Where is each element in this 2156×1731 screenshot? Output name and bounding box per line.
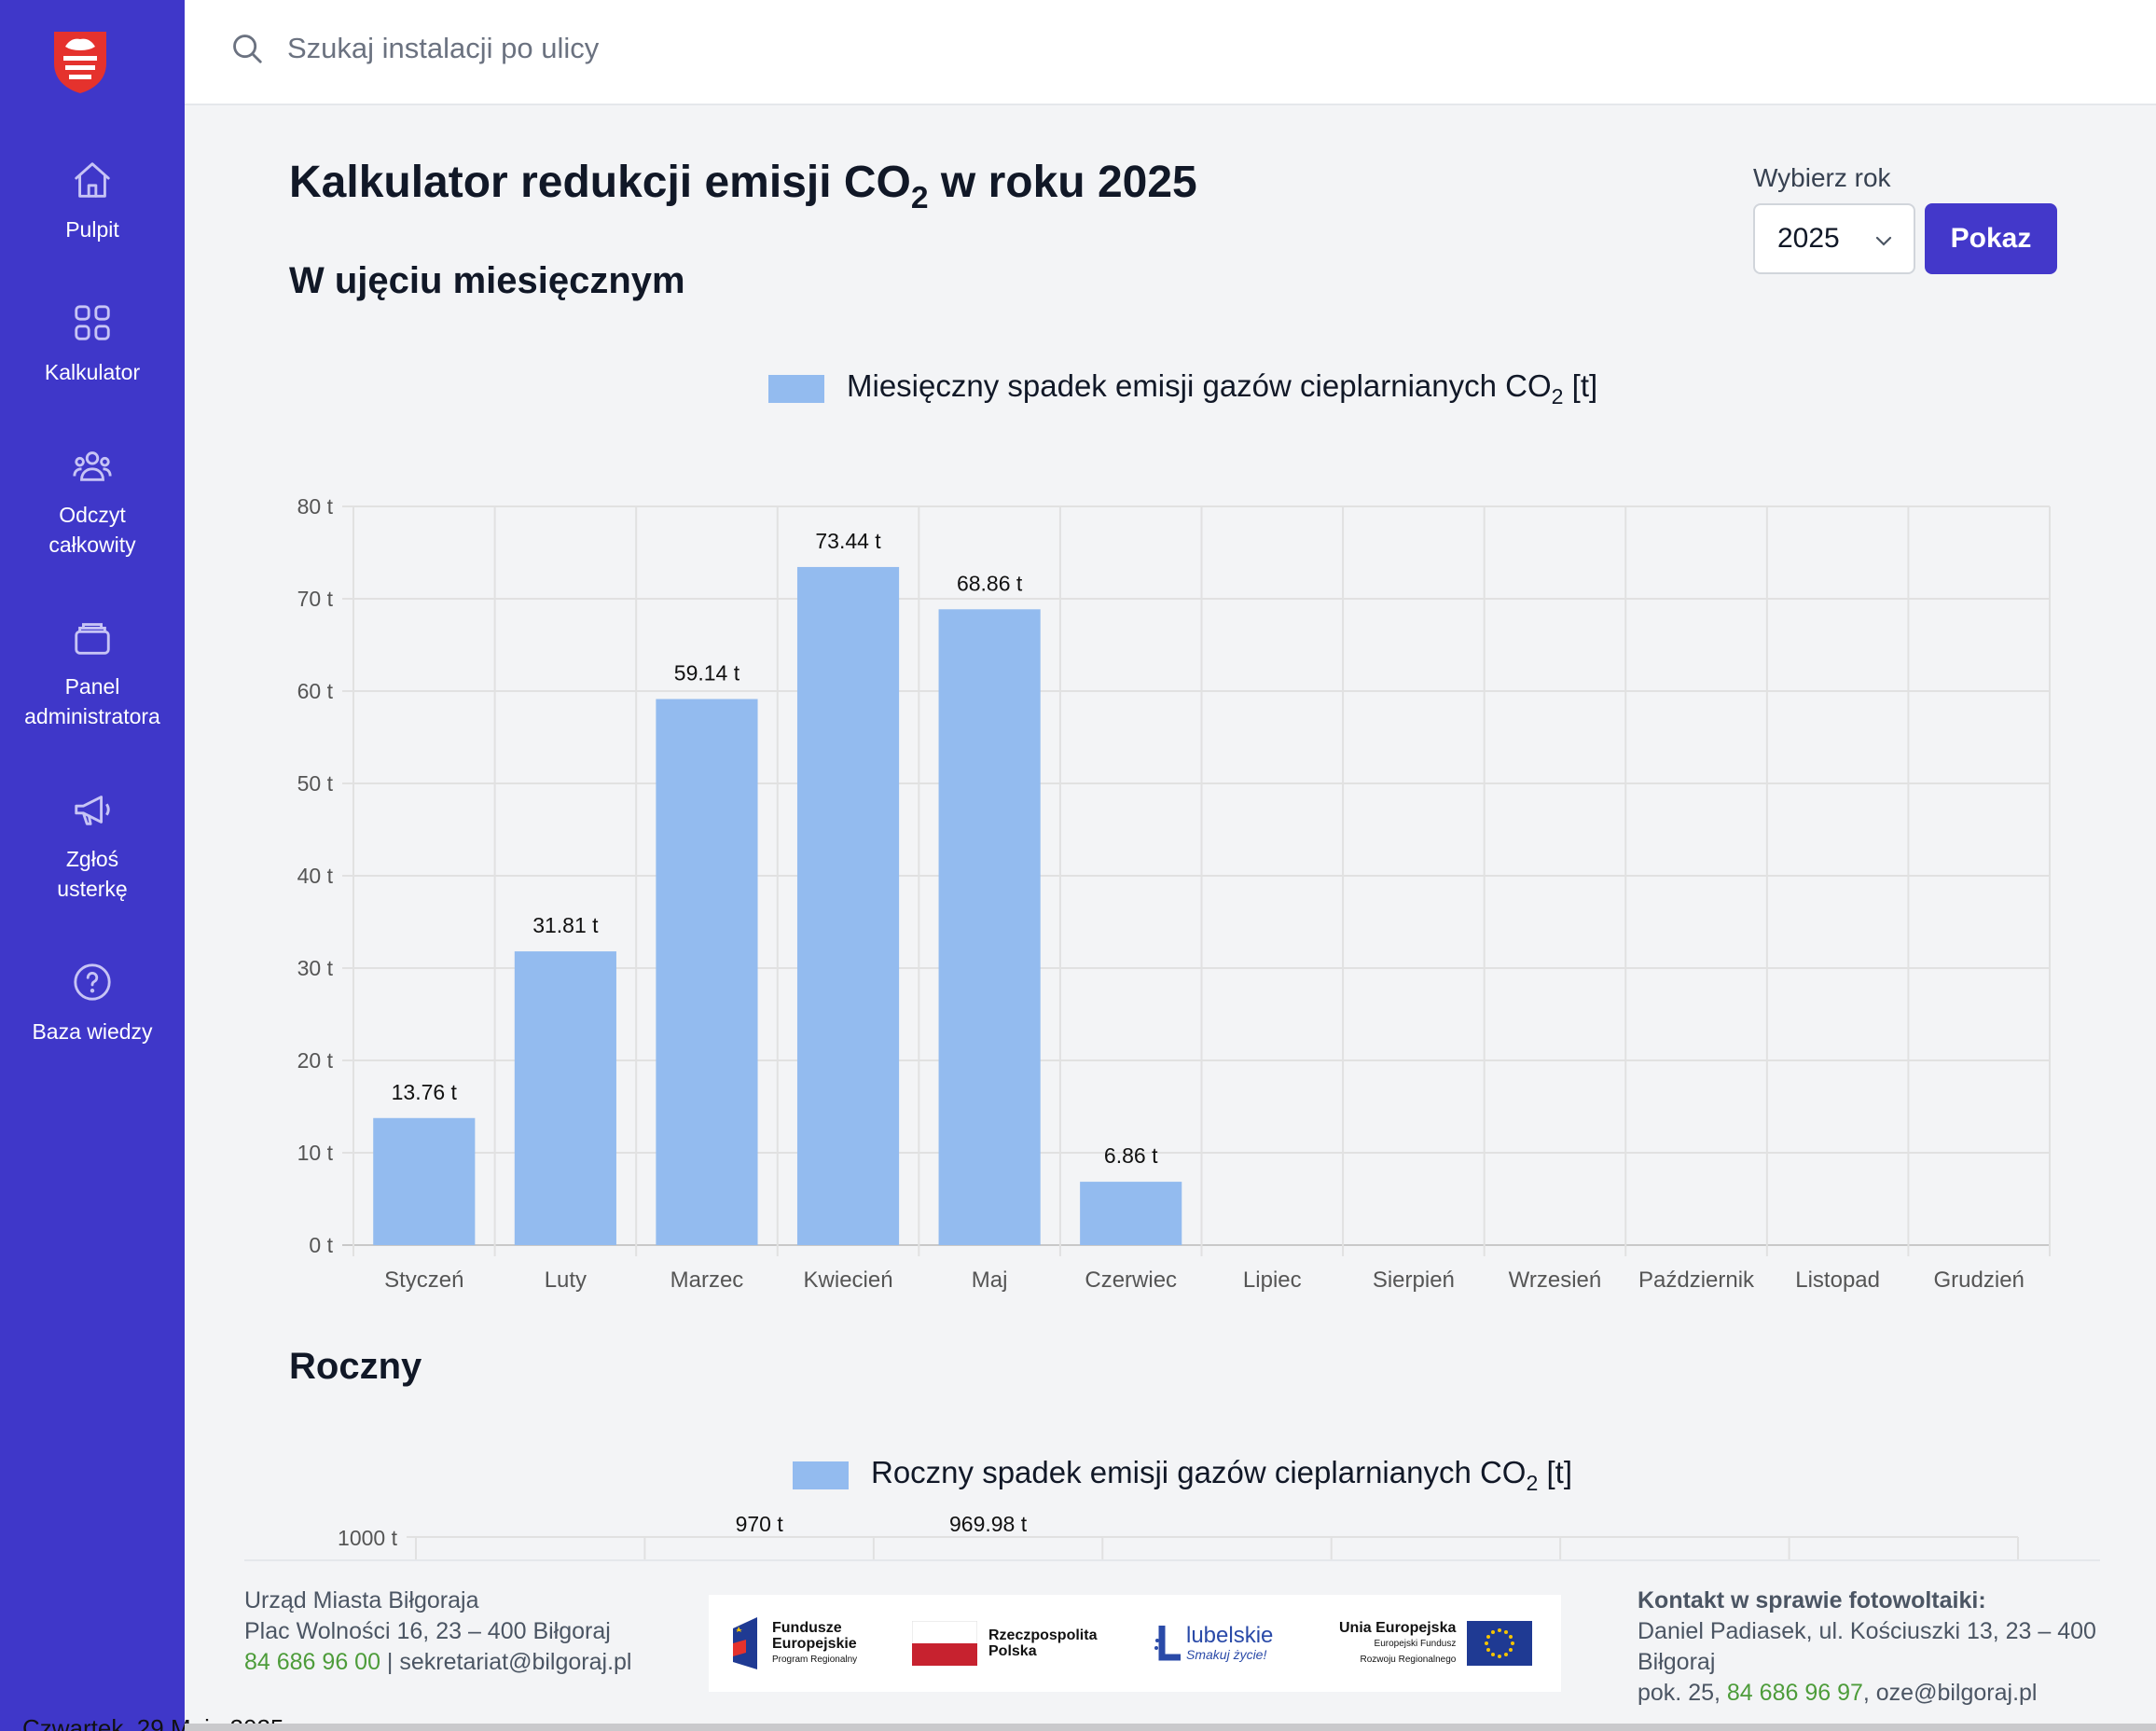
yearly-chart-legend[interactable]: Roczny spadek emisji gazów cieplarnianyc… <box>793 1455 1572 1496</box>
footer-org-info: Urząd Miasta Biłgoraja Plac Wolności 16,… <box>244 1586 631 1678</box>
fundusze-europejskie-logo: Fundusze Europejskie Program Regionalny <box>729 1612 857 1675</box>
data-label: 969.98 t <box>949 1512 1028 1536</box>
city-coat-of-arms-icon[interactable] <box>50 28 110 95</box>
footer-divider <box>244 1559 2100 1561</box>
archive-icon <box>75 623 110 655</box>
x-tick-label: Marzec <box>670 1267 744 1293</box>
x-tick-label: Listopad <box>1795 1267 1880 1293</box>
lubelskie-logo: lubelskie Smakuj życie! <box>1154 1612 1273 1675</box>
x-tick-label: Październik <box>1638 1267 1755 1293</box>
data-label: 31.81 t <box>532 913 599 937</box>
search-icon <box>233 35 262 63</box>
data-label: 59.14 t <box>674 661 740 685</box>
bar-styczeń <box>373 1117 476 1245</box>
org-name: Urząd Miasta Biłgoraja <box>244 1587 479 1613</box>
separator: | <box>380 1649 400 1675</box>
y-tick-label: 50 t <box>297 771 334 796</box>
data-label: 13.76 t <box>392 1080 458 1104</box>
monthly-section-title: W ujęciu miesięcznym <box>289 260 685 301</box>
year-select-value: 2025 <box>1777 223 1840 254</box>
home-icon <box>75 162 110 198</box>
data-label: 68.86 t <box>957 571 1023 595</box>
contact-room: pok. 25, <box>1638 1680 1727 1706</box>
grid-icon <box>75 305 110 340</box>
chevron-down-icon <box>1875 236 1892 246</box>
sidebar-item-panel[interactable]: Panel administratora <box>0 616 185 731</box>
data-label: 970 t <box>736 1512 784 1536</box>
y-tick-label: 80 t <box>297 494 334 519</box>
sidebar-item-label: Baza wiedzy <box>32 1019 153 1044</box>
monthly-chart-legend[interactable]: Miesięczny spadek emisji gazów cieplarni… <box>768 368 1597 409</box>
users-icon <box>73 451 112 481</box>
sidebar-item-zglos[interactable]: Zgłoś usterkę <box>0 788 185 904</box>
contact-title: Kontakt w sprawie fotowoltaiki: <box>1638 1587 1986 1613</box>
legend-label: Miesięczny spadek emisji gazów cieplarni… <box>847 368 1598 409</box>
rzeczpospolita-polska-logo: Rzeczpospolita Polska <box>912 1612 1097 1675</box>
bar-luty <box>514 951 616 1245</box>
y-tick-label: 1000 t <box>338 1526 398 1550</box>
y-tick-label: 40 t <box>297 864 334 888</box>
page-title: Kalkulator redukcji emisji CO2 w roku 20… <box>289 158 1197 215</box>
org-address: Plac Wolności 16, 23 – 400 Biłgoraj <box>244 1618 611 1644</box>
sidebar-item-label: Odczyt całkowity <box>48 503 136 557</box>
y-tick-label: 60 t <box>297 679 334 703</box>
horizontal-scrollbar[interactable] <box>185 1724 2156 1731</box>
sidebar-item-label: Zgłoś usterkę <box>57 847 128 901</box>
org-phone-link[interactable]: 84 686 96 00 <box>244 1649 380 1675</box>
y-tick-label: 70 t <box>297 587 334 611</box>
legend-label: Roczny spadek emisji gazów cieplarnianyc… <box>871 1455 1573 1496</box>
sidebar-item-label: Panel administratora <box>24 674 160 728</box>
show-button[interactable]: Pokaz <box>1925 203 2057 274</box>
help-circle-icon <box>74 963 111 1001</box>
contact-address: Daniel Padiasek, ul. Kościuszki 13, 23 –… <box>1638 1618 2096 1675</box>
sidebar-item-label: Kalkulator <box>44 360 141 384</box>
x-tick-label: Sierpień <box>1373 1267 1455 1293</box>
y-tick-label: 10 t <box>297 1141 334 1165</box>
contact-email-link[interactable]: , oze@bilgoraj.pl <box>1862 1680 2038 1706</box>
contact-phone-link[interactable]: 84 686 96 97 <box>1726 1680 1863 1706</box>
bar-kwiecień <box>796 566 900 1245</box>
x-tick-label: Luty <box>545 1267 587 1293</box>
footer: Urząd Miasta Biłgoraja Plac Wolności 16,… <box>185 1559 2156 1731</box>
legend-swatch <box>793 1461 849 1490</box>
sidebar-item-baza[interactable]: Baza wiedzy <box>0 961 185 1046</box>
y-tick-label: 30 t <box>297 956 334 980</box>
bar-maj <box>938 609 1041 1245</box>
yearly-section-title: Roczny <box>289 1346 422 1387</box>
sidebar-item-pulpit[interactable]: Pulpit <box>0 159 185 244</box>
x-tick-label: Kwiecień <box>804 1267 893 1293</box>
legend-swatch <box>768 375 824 404</box>
top-bar <box>185 0 2156 105</box>
search-input[interactable] <box>287 24 1126 73</box>
org-email-link[interactable]: sekretariat@bilgoraj.pl <box>399 1649 632 1675</box>
bar-czerwiec <box>1080 1182 1182 1245</box>
megaphone-icon <box>75 796 110 825</box>
eu-funding-logos: Fundusze Europejskie Program Regionalny Rz… <box>709 1595 1561 1692</box>
unia-europejska-logo: Unia Europejska Europejski Fundusz Rozwoju… <box>1339 1612 1533 1675</box>
sidebar-item-kalkulator[interactable]: Kalkulator <box>0 301 185 387</box>
year-select[interactable]: 2025 <box>1753 203 1915 274</box>
bar-marzec <box>656 699 758 1245</box>
charts-canvas: 0 t 10 t 20 t 30 t 40 t 50 t 60 t 70 t 80 t Stycz… <box>297 494 2051 1560</box>
x-tick-label: Maj <box>972 1267 1008 1293</box>
main-content: Kalkulator redukcji emisji CO2 w roku 20… <box>185 105 2156 1731</box>
y-tick-label: 0 t <box>309 1233 333 1257</box>
sidebar-item-label: Pulpit <box>65 217 119 242</box>
x-tick-label: Czerwiec <box>1085 1267 1177 1293</box>
x-tick-label: Wrzesień <box>1509 1267 1602 1293</box>
data-label: 73.44 t <box>815 529 881 553</box>
year-select-label: Wybierz rok <box>1753 163 1891 192</box>
footer-contact: Kontakt w sprawie fotowoltaiki: Daniel P… <box>1638 1586 2122 1709</box>
x-tick-label: Lipiec <box>1243 1267 1302 1293</box>
x-tick-label: Grudzień <box>1934 1267 2025 1293</box>
sidebar: Pulpit Kalkulator Odczyt całkowity Panel… <box>0 0 185 1731</box>
x-tick-label: Styczeń <box>384 1267 463 1293</box>
y-tick-label: 20 t <box>297 1048 334 1073</box>
data-label: 6.86 t <box>1104 1143 1158 1168</box>
sidebar-item-odczyt[interactable]: Odczyt całkowity <box>0 444 185 560</box>
